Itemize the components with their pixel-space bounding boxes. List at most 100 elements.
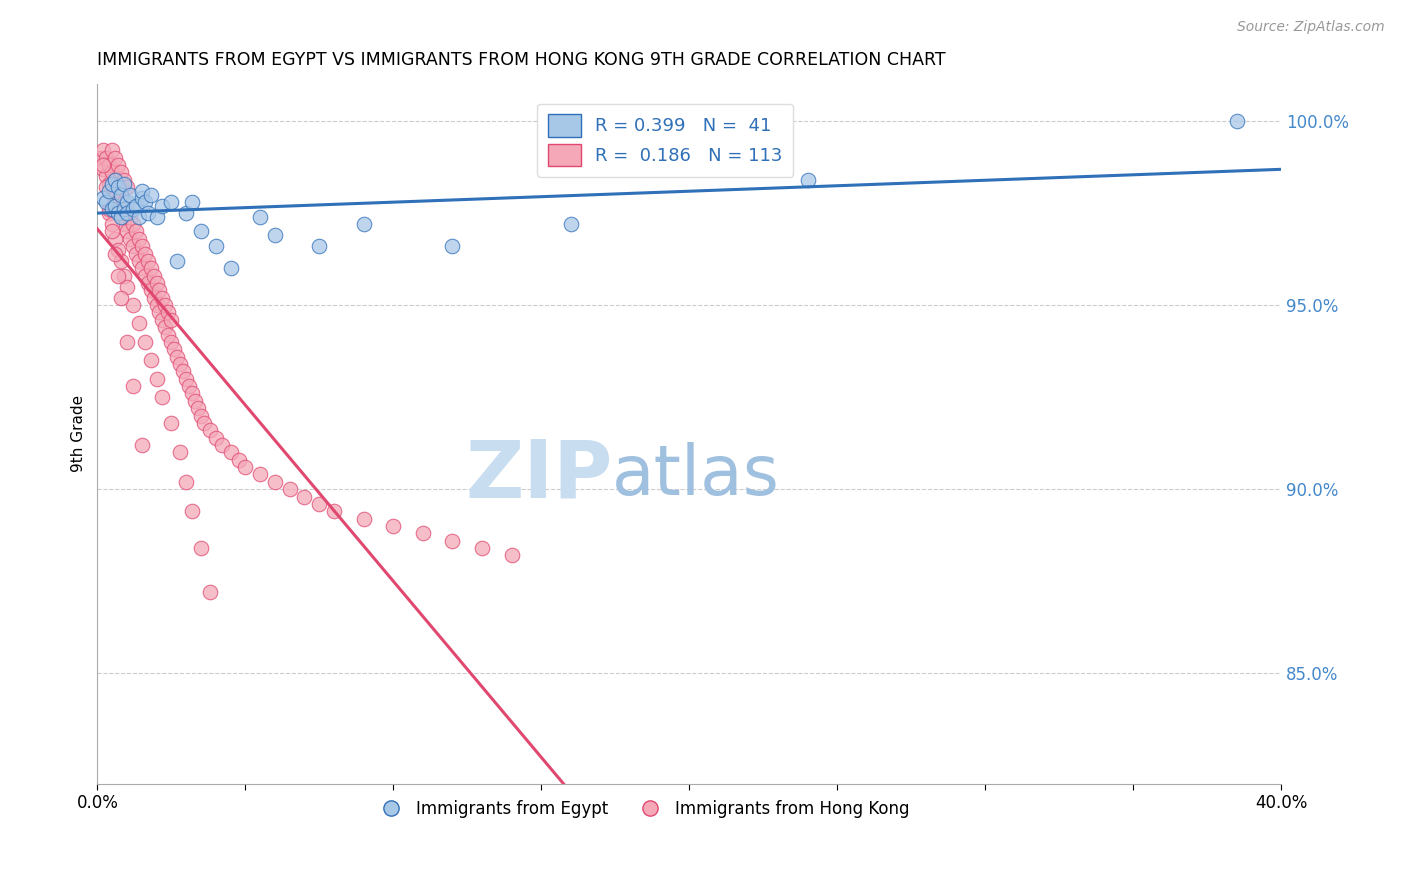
Point xyxy=(501,549,523,563)
Point xyxy=(101,224,124,238)
Point xyxy=(131,438,153,452)
Point xyxy=(249,210,271,224)
Point xyxy=(131,184,153,198)
Point xyxy=(181,194,204,209)
Point xyxy=(125,224,148,238)
Point xyxy=(169,357,191,371)
Point xyxy=(118,187,141,202)
Point xyxy=(204,431,226,445)
Point xyxy=(142,268,165,283)
Point xyxy=(104,173,127,187)
Point xyxy=(249,467,271,482)
Text: Source: ZipAtlas.com: Source: ZipAtlas.com xyxy=(1237,20,1385,34)
Point xyxy=(107,202,129,217)
Point xyxy=(91,144,114,158)
Point xyxy=(145,276,167,290)
Point xyxy=(204,239,226,253)
Point xyxy=(160,194,183,209)
Point xyxy=(152,390,174,404)
Point xyxy=(139,283,162,297)
Point xyxy=(145,298,167,312)
Point xyxy=(184,393,207,408)
Point xyxy=(115,180,138,194)
Point xyxy=(96,194,118,209)
Y-axis label: 9th Grade: 9th Grade xyxy=(72,395,86,473)
Point xyxy=(142,291,165,305)
Text: ZIP: ZIP xyxy=(465,437,612,515)
Point xyxy=(128,232,150,246)
Point xyxy=(96,151,118,165)
Point xyxy=(136,276,159,290)
Point xyxy=(145,210,167,224)
Text: atlas: atlas xyxy=(612,442,780,509)
Point xyxy=(131,239,153,253)
Point xyxy=(107,268,129,283)
Point xyxy=(193,416,215,430)
Point xyxy=(264,228,287,243)
Text: IMMIGRANTS FROM EGYPT VS IMMIGRANTS FROM HONG KONG 9TH GRADE CORRELATION CHART: IMMIGRANTS FROM EGYPT VS IMMIGRANTS FROM… xyxy=(97,51,946,69)
Point xyxy=(174,206,197,220)
Point xyxy=(91,191,114,205)
Point xyxy=(228,452,250,467)
Point xyxy=(148,305,170,319)
Point xyxy=(131,261,153,276)
Point xyxy=(112,268,135,283)
Point xyxy=(190,541,212,555)
Point xyxy=(139,353,162,368)
Point xyxy=(98,158,121,172)
Point xyxy=(121,239,143,253)
Point xyxy=(198,585,221,599)
Point xyxy=(353,217,375,231)
Point xyxy=(121,217,143,231)
Point xyxy=(471,541,494,555)
Point xyxy=(101,202,124,217)
Point xyxy=(110,187,132,202)
Point xyxy=(441,533,464,548)
Point xyxy=(172,364,194,378)
Point xyxy=(294,490,316,504)
Point xyxy=(308,239,330,253)
Point xyxy=(134,334,156,349)
Point xyxy=(148,283,170,297)
Point xyxy=(136,253,159,268)
Point xyxy=(98,202,121,217)
Point xyxy=(181,504,204,518)
Point xyxy=(796,173,818,187)
Point xyxy=(104,246,127,260)
Point xyxy=(163,343,186,357)
Point xyxy=(101,144,124,158)
Point xyxy=(121,379,143,393)
Point xyxy=(128,317,150,331)
Point xyxy=(118,232,141,246)
Point xyxy=(219,261,242,276)
Point xyxy=(115,279,138,293)
Point xyxy=(101,187,124,202)
Point xyxy=(115,224,138,238)
Point xyxy=(174,475,197,489)
Point xyxy=(104,151,127,165)
Point xyxy=(112,202,135,217)
Point xyxy=(264,475,287,489)
Point xyxy=(145,372,167,386)
Point xyxy=(131,191,153,205)
Point xyxy=(134,268,156,283)
Point xyxy=(98,184,121,198)
Point xyxy=(104,194,127,209)
Point xyxy=(412,526,434,541)
Point xyxy=(96,169,118,184)
Point xyxy=(139,187,162,202)
Point xyxy=(107,206,129,220)
Point xyxy=(166,350,188,364)
Point xyxy=(110,291,132,305)
Point xyxy=(101,217,124,231)
Point xyxy=(157,305,180,319)
Point xyxy=(101,177,124,191)
Point xyxy=(382,519,405,533)
Point xyxy=(112,177,135,191)
Point xyxy=(278,482,301,496)
Point xyxy=(112,173,135,187)
Point xyxy=(118,210,141,224)
Point xyxy=(128,210,150,224)
Point xyxy=(211,438,233,452)
Point xyxy=(101,165,124,179)
